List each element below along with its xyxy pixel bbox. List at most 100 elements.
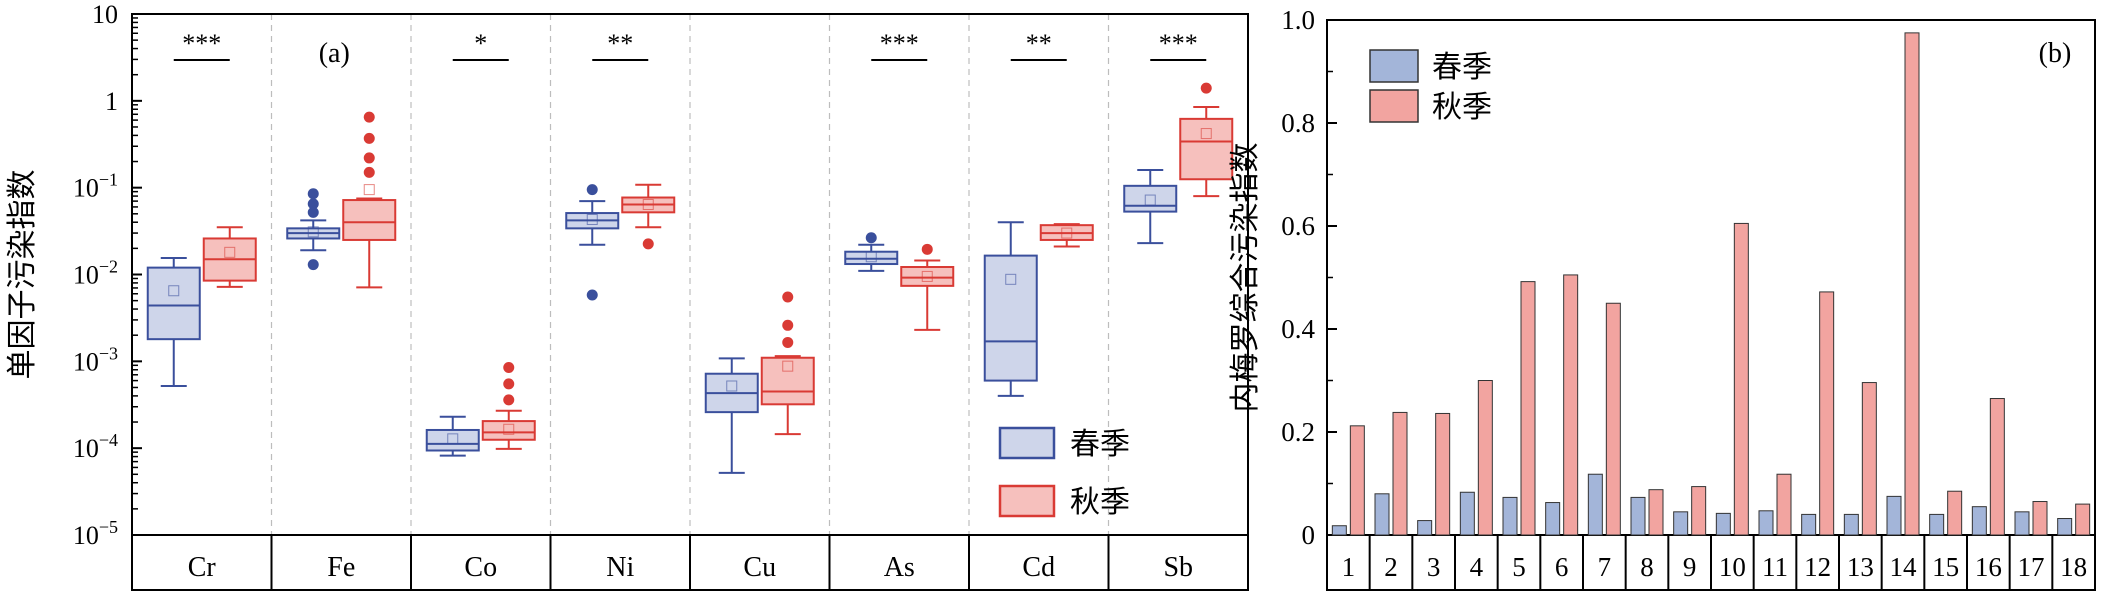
y-tick-label: 10−5 — [73, 517, 118, 550]
autumn-bar-6 — [1563, 274, 1579, 536]
iqr-box — [425, 428, 480, 452]
x-tick-label: 2 — [1384, 552, 1398, 582]
mean-marker — [447, 433, 459, 445]
autumn-box-Cr — [202, 226, 257, 288]
mean-marker — [726, 380, 738, 392]
significance-stars: ** — [607, 29, 633, 58]
outlier-point — [503, 361, 515, 373]
outlier-point — [782, 291, 794, 303]
y-tick-base: 10 — [73, 434, 99, 463]
mean-marker — [865, 251, 877, 263]
outlier-point — [503, 378, 515, 390]
autumn-box-As — [900, 243, 955, 331]
spring-box-Sb — [1123, 168, 1178, 245]
spring-bar-15 — [1929, 513, 1945, 536]
y-tick-label: 0.6 — [1281, 211, 1315, 241]
autumn-bar-5 — [1520, 281, 1536, 536]
mean-marker — [1144, 194, 1156, 206]
significance-stars: * — [474, 29, 487, 58]
autumn-box-Co — [481, 361, 536, 450]
autumn-bar-3 — [1435, 412, 1451, 536]
spring-bar-6 — [1545, 502, 1561, 536]
x-tick-label: 11 — [1762, 552, 1788, 582]
significance-stars: *** — [1159, 29, 1198, 58]
x-tick-label: 8 — [1640, 552, 1654, 582]
x-tick-label: Cu — [743, 552, 776, 583]
x-tick-label: Cr — [188, 552, 217, 583]
spring-box-Cu — [704, 357, 759, 474]
mean-marker — [1200, 128, 1212, 140]
mean-marker — [307, 226, 319, 238]
outlier-point — [1200, 82, 1212, 94]
y-tick-exponent: −2 — [99, 257, 118, 277]
iqr-box — [900, 266, 955, 287]
spring-bar-5 — [1502, 496, 1518, 536]
y-tick-exponent: −5 — [99, 517, 118, 537]
y-tick-label: 10−1 — [73, 170, 118, 203]
autumn-box-Cd — [1039, 223, 1094, 248]
y-tick-base: 10 — [73, 261, 99, 290]
autumn-bar-12 — [1819, 291, 1835, 536]
panel-a-box-plot: 10110−110−210−310−410−5单因子污染指数(a)Cr***Fe… — [5, 0, 1249, 591]
autumn-box-Sb — [1179, 82, 1234, 198]
autumn-bar-15 — [1947, 490, 1963, 536]
spring-bar-16 — [1971, 506, 1987, 536]
spring-bar-11 — [1758, 510, 1774, 536]
x-tick-label: 18 — [2060, 552, 2087, 582]
x-tick-label: 14 — [1890, 552, 1918, 582]
x-tick-label: 7 — [1598, 552, 1612, 582]
mean-marker — [642, 198, 654, 210]
autumn-bar-16 — [1989, 398, 2005, 536]
iqr-box — [983, 254, 1038, 382]
outlier-point — [363, 132, 375, 144]
y-tick-label: 0 — [1302, 520, 1316, 550]
iqr-box — [760, 356, 815, 406]
x-tick-label: 15 — [1932, 552, 1959, 582]
x-tick-label: 16 — [1975, 552, 2002, 582]
legend-label: 秋季 — [1070, 485, 1130, 520]
significance-stars: *** — [182, 29, 221, 58]
spring-box-Fe — [286, 188, 341, 271]
outlier-point — [307, 206, 319, 218]
x-tick-label: 5 — [1512, 552, 1526, 582]
legend-swatch-autumn — [1369, 89, 1419, 123]
autumn-bar-7 — [1605, 302, 1621, 536]
x-tick-label: 13 — [1847, 552, 1874, 582]
spring-box-As — [844, 232, 899, 272]
y-tick-exponent: −4 — [99, 430, 118, 450]
autumn-box-Cu — [760, 291, 815, 436]
y-tick-base: 1 — [105, 87, 118, 116]
x-tick-label: Sb — [1163, 552, 1193, 583]
autumn-bar-11 — [1776, 473, 1792, 536]
outlier-point — [307, 198, 319, 210]
mean-marker — [168, 285, 180, 297]
spring-box-Cd — [983, 221, 1038, 397]
x-tick-label: 1 — [1342, 552, 1356, 582]
y-tick-base: 10 — [73, 174, 99, 203]
mean-marker — [782, 360, 794, 372]
outlier-point — [921, 243, 933, 255]
y-axis-title: 单因子污染指数 — [5, 170, 40, 380]
x-tick-label: 9 — [1683, 552, 1697, 582]
spring-bar-14 — [1886, 495, 1902, 536]
legend-label: 秋季 — [1432, 90, 1492, 125]
autumn-bar-18 — [2075, 503, 2091, 536]
outlier-point — [642, 238, 654, 250]
spring-bar-3 — [1417, 520, 1433, 536]
iqr-box — [146, 266, 201, 341]
x-tick-label: 12 — [1804, 552, 1831, 582]
spring-bar-4 — [1459, 491, 1475, 536]
y-tick-label: 10−3 — [73, 343, 118, 376]
y-tick-label: 0.2 — [1281, 417, 1315, 447]
outlier-point — [307, 188, 319, 200]
spring-box-Ni — [565, 184, 620, 301]
autumn-bar-2 — [1392, 411, 1408, 536]
x-tick-label: 17 — [2018, 552, 2045, 582]
panel-label: (a) — [319, 38, 350, 69]
iqr-box — [481, 420, 536, 441]
autumn-bar-17 — [2032, 501, 2048, 536]
legend-swatch-autumn — [998, 484, 1056, 518]
x-tick-label: 3 — [1427, 552, 1441, 582]
x-tick-label: Cd — [1022, 552, 1055, 583]
